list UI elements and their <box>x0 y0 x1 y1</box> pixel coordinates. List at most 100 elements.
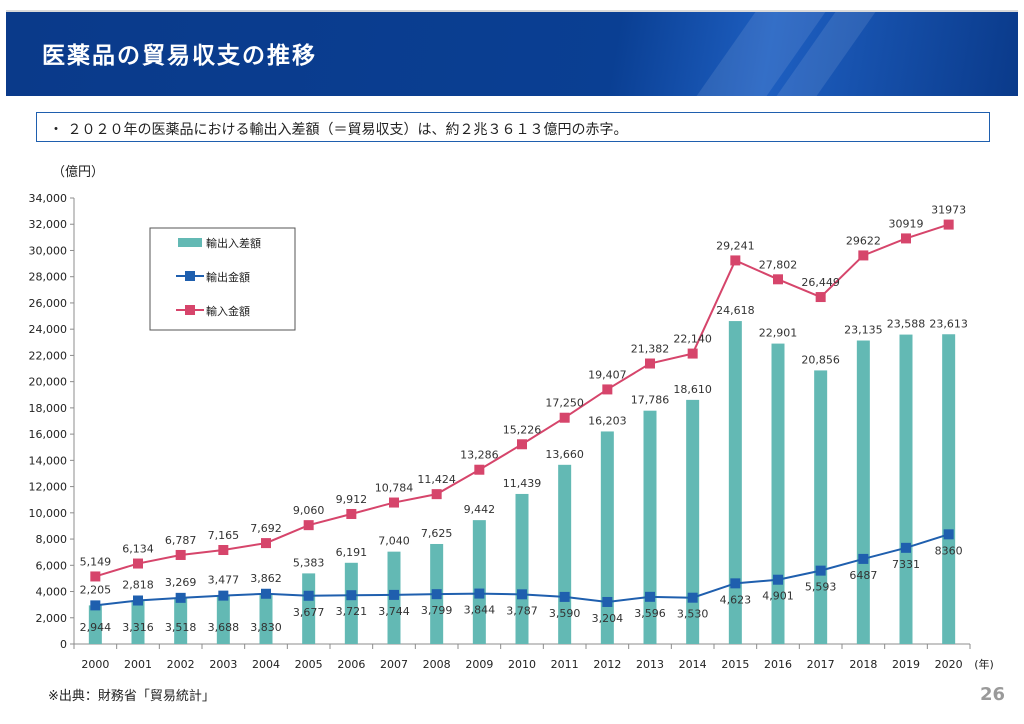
x-tick-label: 2015 <box>721 658 749 671</box>
bar-data-label: 6,191 <box>336 546 368 559</box>
y-tick-label: 34,000 <box>29 192 68 205</box>
x-tick-label: 2017 <box>807 658 835 671</box>
legend-swatch-bar <box>178 238 202 247</box>
bar <box>344 562 358 644</box>
y-tick-label: 16,000 <box>29 428 68 441</box>
bar-data-label: 20,856 <box>801 353 840 366</box>
import-marker <box>389 497 399 508</box>
y-tick-label: 4,000 <box>36 586 68 599</box>
x-axis: 2000 2001 2002 2003 2004 2005 2006 2007 2008 2009… <box>73 643 994 671</box>
x-tick-label: 2016 <box>764 658 792 671</box>
bar <box>88 605 102 644</box>
bar <box>515 493 529 644</box>
bar-data-label: 23,613 <box>929 317 968 330</box>
bar <box>771 343 785 644</box>
y-tick-label: 28,000 <box>29 271 68 284</box>
bar-data-label: 3,316 <box>122 621 154 634</box>
x-tick-label: 2014 <box>679 658 707 671</box>
legend-label-bar: 輸出入差額 <box>206 236 261 250</box>
title-banner: 医薬品の貿易収支の推移 <box>6 12 1018 96</box>
x-tick-label: 2001 <box>124 658 152 671</box>
export-marker <box>773 574 783 585</box>
x-tick-label: 2007 <box>380 658 408 671</box>
import-marker <box>645 358 655 369</box>
export-marker <box>474 588 485 599</box>
summary-text: ・ ２０２０年の医薬品における輸出入差額（＝貿易収支）は、約２兆３６１３億円の赤… <box>49 122 628 138</box>
bar-data-label: 3,518 <box>165 621 197 634</box>
export-marker <box>559 591 570 602</box>
import-marker <box>517 439 527 450</box>
bar-data-label: 16,203 <box>588 414 627 427</box>
export-marker <box>943 529 954 540</box>
legend-marker-import <box>185 305 195 315</box>
x-axis-unit: (年) <box>974 657 994 671</box>
bar-data-label: 24,618 <box>716 304 755 317</box>
bar-data-label: 17,786 <box>631 394 670 407</box>
export-data-label: 2,205 <box>80 583 112 596</box>
import-data-label: 29622 <box>846 234 881 247</box>
y-tick-label: 10,000 <box>29 507 68 520</box>
bar-data-label: 9,442 <box>464 503 496 516</box>
bar <box>600 431 614 644</box>
import-data-label: 30919 <box>889 217 924 230</box>
bar <box>686 399 700 644</box>
export-data-label: 3,530 <box>677 608 709 621</box>
legend-label-export: 輸出金額 <box>206 270 250 284</box>
import-marker <box>90 571 101 582</box>
export-data-label: 3,799 <box>421 604 453 617</box>
export-data-label: 3,744 <box>378 605 410 618</box>
import-marker <box>559 412 570 423</box>
bar <box>643 410 657 644</box>
bar-data-label: 23,588 <box>887 318 926 331</box>
x-tick-label: 2005 <box>295 658 323 671</box>
export-marker <box>90 600 101 611</box>
x-tick-label: 2020 <box>935 658 963 671</box>
page-number: 26 <box>980 684 1006 705</box>
x-tick-label: 2010 <box>508 658 536 671</box>
bar <box>728 321 742 644</box>
import-data-label: 27,802 <box>759 258 798 271</box>
import-data-label: 15,226 <box>503 423 542 436</box>
y-tick-label: 24,000 <box>29 323 68 336</box>
bar <box>216 595 230 644</box>
import-data-label: 11,424 <box>417 473 456 486</box>
x-tick-label: 2009 <box>465 658 493 671</box>
import-marker <box>687 348 698 359</box>
import-data-label: 10,784 <box>375 482 414 495</box>
import-marker <box>261 538 271 549</box>
y-tick-label: 2,000 <box>36 612 68 625</box>
summary-box: ・ ２０２０年の医薬品における輸出入差額（＝貿易収支）は、約２兆３６１３億円の赤… <box>36 112 990 142</box>
export-marker <box>858 553 869 564</box>
x-tick-label: 2003 <box>209 658 237 671</box>
import-data-label: 7,692 <box>250 522 282 535</box>
import-marker <box>175 549 186 560</box>
export-data-label: 2,818 <box>122 579 154 592</box>
legend-box <box>149 227 296 331</box>
bar-data-label: 7,625 <box>421 527 453 540</box>
export-data-label: 4,901 <box>762 590 794 603</box>
bar <box>899 334 913 644</box>
export-marker <box>602 596 613 607</box>
y-tick-label: 6,000 <box>36 559 68 572</box>
import-data-label: 22,140 <box>673 333 712 346</box>
export-marker <box>645 591 655 602</box>
import-data-label: 17,250 <box>545 397 584 410</box>
bar-data-label: 18,610 <box>673 383 712 396</box>
x-tick-label: 2008 <box>423 658 451 671</box>
bar-series <box>88 321 956 644</box>
import-data-label: 19,407 <box>588 368 627 381</box>
y-tick-label: 30,000 <box>29 244 68 257</box>
bar-data-label: 5,383 <box>293 556 325 569</box>
import-marker <box>474 464 485 475</box>
x-tick-label: 2013 <box>636 658 664 671</box>
import-data-label: 29,241 <box>716 239 755 252</box>
export-marker <box>687 592 698 603</box>
bar-data-label: 11,439 <box>503 477 542 490</box>
y-axis: 0 2,000 4,000 6,000 8,000 10,000 12,000 14,000 1… <box>29 192 75 651</box>
legend-marker-export <box>185 271 195 281</box>
export-data-label: 4,623 <box>720 593 752 606</box>
line-series <box>90 219 954 611</box>
y-axis-unit: （億円） <box>52 165 105 180</box>
